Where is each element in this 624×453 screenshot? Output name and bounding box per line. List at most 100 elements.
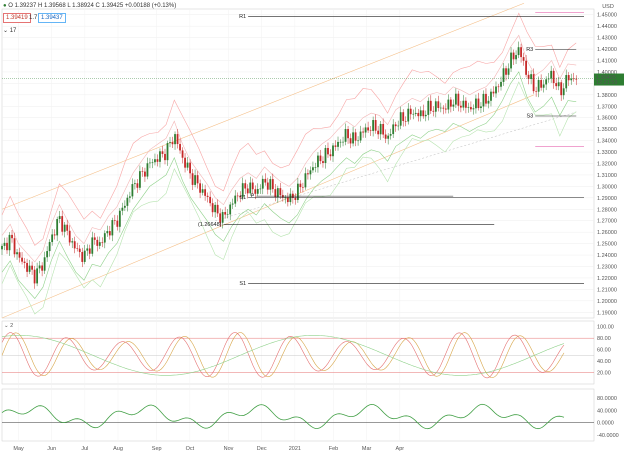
candlesticks: [1, 41, 578, 289]
candle-body: [234, 195, 237, 204]
candle-body: [78, 248, 81, 253]
candle-body: [86, 248, 89, 251]
candle-body: [144, 171, 146, 177]
candle-body: [249, 182, 252, 194]
candle-body: [377, 130, 380, 135]
candle-body: [532, 74, 535, 92]
candle-body: [21, 257, 23, 262]
y-tick-label: 1.30000: [597, 184, 617, 190]
y-tick-label: 1.36000: [597, 116, 617, 122]
x-tick-label: Mar: [362, 446, 372, 452]
candle-body: [477, 98, 480, 109]
candle-body: [349, 138, 352, 144]
candle-body: [194, 175, 196, 185]
candle-body: [43, 257, 46, 271]
candle-body: [314, 167, 317, 168]
channel-upper: [1, 2, 525, 210]
candle-body: [515, 55, 517, 60]
candle-body: [51, 234, 54, 243]
candle-body: [121, 207, 124, 211]
slow-signal-line: [1, 335, 565, 376]
candle-body: [382, 123, 385, 135]
x-tick-label: Sep: [152, 446, 162, 452]
candle-body: [63, 224, 66, 232]
candle-body: [329, 154, 332, 157]
x-tick-label: Aug: [113, 446, 123, 452]
candle-body: [58, 216, 61, 220]
pivot-level-label: P: [251, 194, 255, 200]
bid-price-box[interactable]: 1.39419: [3, 13, 31, 23]
candle-body: [71, 241, 74, 243]
y-tick-label: 1.23000: [597, 265, 617, 271]
candle-body: [199, 183, 202, 193]
y-tick-label: 1.31000: [597, 173, 617, 179]
y-tick-label: 1.29000: [597, 196, 617, 202]
candle-body: [424, 114, 427, 117]
candle-body: [337, 141, 339, 147]
candle-body: [31, 265, 33, 270]
candle-body: [6, 242, 8, 251]
candle-body: [46, 251, 49, 258]
candle-body: [402, 112, 405, 122]
y-tick-label: 1.40000: [597, 70, 617, 76]
ohlc-readout: O 1.39237 H 1.39568 L 1.38924 C 1.39425 …: [8, 3, 177, 9]
candle-body: [281, 195, 284, 198]
candle-body: [475, 98, 477, 109]
y-tick-label: 1.42000: [597, 47, 617, 53]
currency-label: USD: [602, 4, 614, 10]
candle-body: [389, 134, 392, 136]
candle-body: [176, 134, 179, 145]
candle-body: [307, 173, 309, 175]
candle-body: [465, 100, 467, 108]
candle-body: [179, 144, 181, 151]
moving-average-fast: [1, 34, 577, 263]
candle-body: [81, 252, 84, 262]
candle-body: [437, 101, 440, 108]
candle-body: [136, 183, 139, 188]
y-tick-label: 1.28000: [597, 207, 617, 213]
y-tick-label: 1.45000: [597, 13, 617, 19]
ask-price-box[interactable]: 1.39437: [38, 13, 66, 23]
candle-body: [266, 182, 269, 190]
candle-body: [369, 130, 372, 132]
x-tick-label: Jul: [81, 446, 88, 452]
trend-line: [215, 111, 577, 221]
candle-body: [76, 248, 79, 250]
candle-body: [407, 108, 410, 122]
stochastic-d-line: [1, 332, 565, 379]
candle-body: [399, 112, 402, 126]
candle-body: [261, 178, 264, 189]
candle-countdown: 12:21:59: [596, 80, 617, 86]
candle-body: [171, 142, 174, 145]
candle-body: [352, 132, 354, 144]
candle-body: [419, 110, 422, 117]
candle-body: [512, 52, 515, 60]
candle-body: [575, 78, 578, 80]
candle-body: [427, 100, 430, 115]
indicators-toggle[interactable]: ⌄ 17: [3, 27, 16, 34]
y-tick-label: 1.35000: [597, 127, 617, 133]
candle-body: [552, 70, 555, 84]
candle-body: [73, 241, 76, 249]
candle-body: [342, 141, 344, 143]
candle-body: [364, 127, 367, 133]
candle-body: [404, 121, 407, 122]
osc-y-tick-label: 40.00: [597, 359, 611, 365]
candle-body: [357, 140, 359, 142]
candle-body: [439, 107, 442, 109]
candle-body: [362, 131, 364, 133]
chart-settings-icon[interactable]: ●: [3, 3, 7, 9]
candle-body: [492, 91, 495, 94]
candle-body: [527, 74, 530, 79]
pivot-level-label: R3: [526, 47, 533, 53]
x-tick-label: Dec: [257, 446, 267, 452]
candle-body: [500, 81, 502, 87]
candle-body: [510, 52, 512, 69]
candle-body: [417, 112, 420, 117]
candle-body: [279, 188, 282, 196]
candle-body: [169, 142, 171, 144]
candle-body: [206, 195, 209, 197]
osc-y-tick-label: 100.00: [597, 325, 614, 331]
candle-body: [570, 78, 573, 81]
